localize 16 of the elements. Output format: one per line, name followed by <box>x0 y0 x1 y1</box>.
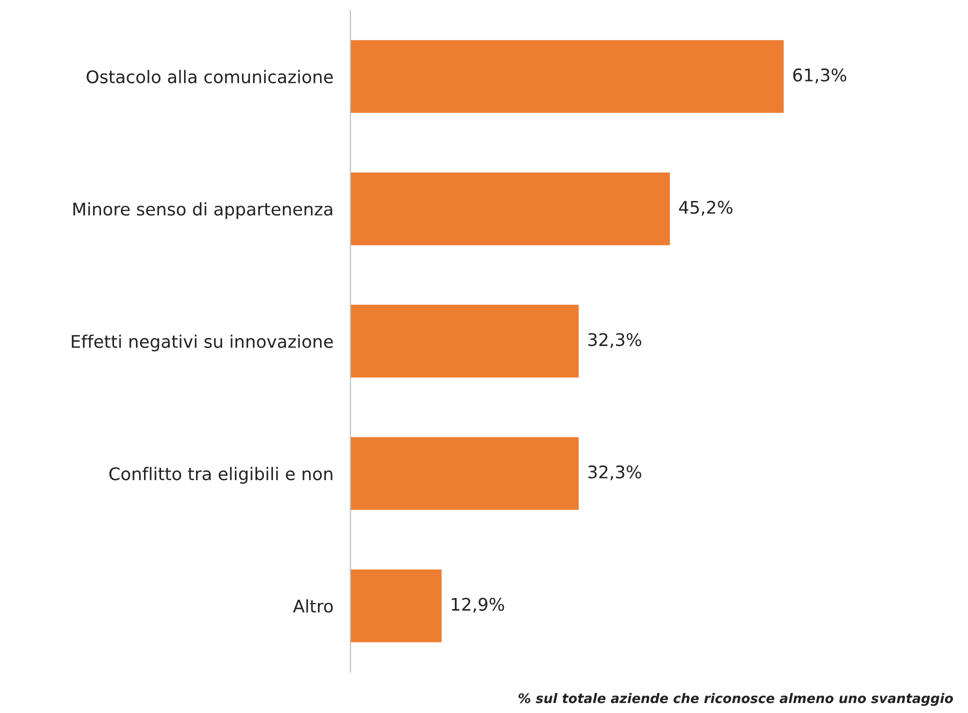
y-tick-label: Conflitto tra eligibili e non <box>109 466 332 484</box>
data-label: 12,9% <box>452 598 504 613</box>
y-tick-label: Altro <box>293 599 333 613</box>
data-label: 32,3% <box>588 333 642 348</box>
bar <box>350 437 579 510</box>
bar <box>350 569 442 642</box>
text: % sul totale aziende che riconosce almeno uno svantaggio <box>518 692 953 706</box>
bar <box>350 40 784 113</box>
bar <box>350 304 579 378</box>
data-label: 32,3% <box>588 465 642 480</box>
y-tick-label: Effetti negativi su innovazione <box>72 334 333 352</box>
y-tick-label: Minore senso di appartenenza <box>73 202 332 220</box>
bar <box>350 172 670 246</box>
data-label: 61,3% <box>793 68 846 84</box>
y-tick-label: Ostacolo alla comunicazione <box>86 70 333 84</box>
data-label: 45,2% <box>679 200 732 216</box>
